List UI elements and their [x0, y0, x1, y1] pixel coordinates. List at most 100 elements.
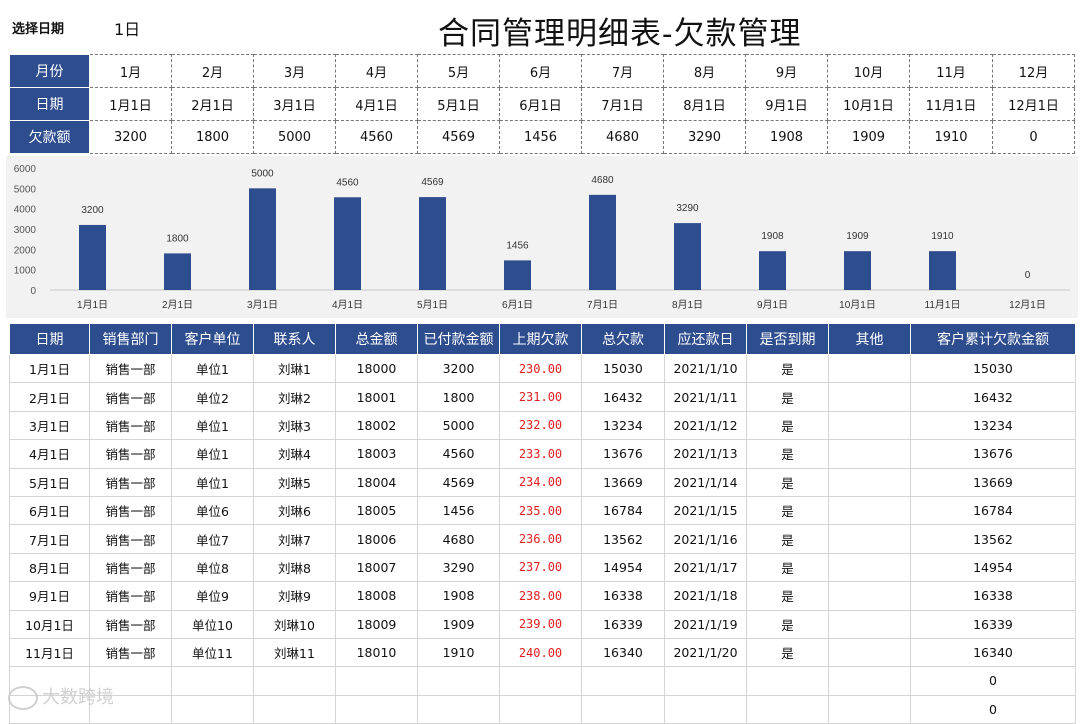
table-cell[interactable] — [253, 694, 336, 724]
table-cell[interactable]: 16339 — [910, 609, 1076, 639]
table-cell[interactable] — [581, 666, 665, 696]
table-cell[interactable] — [828, 410, 911, 441]
table-cell[interactable]: 234.00 — [499, 467, 582, 497]
table-cell[interactable]: 单位1 — [171, 467, 254, 497]
table-cell[interactable]: 231.00 — [499, 382, 582, 412]
table-cell[interactable]: 10月1日 — [9, 609, 90, 639]
summary-cell-month[interactable]: 7月 — [581, 54, 664, 88]
summary-cell-month[interactable]: 6月 — [499, 54, 582, 88]
table-cell[interactable] — [171, 666, 254, 696]
table-cell[interactable]: 1800 — [417, 382, 500, 412]
table-cell[interactable]: 是 — [746, 552, 829, 583]
table-cell[interactable]: 1456 — [417, 495, 500, 526]
table-cell[interactable] — [253, 666, 336, 696]
table-cell[interactable]: 刘琳6 — [253, 495, 336, 526]
table-cell[interactable]: 2021/1/13 — [664, 439, 747, 469]
table-cell[interactable]: 是 — [746, 609, 829, 639]
summary-cell-date[interactable]: 2月1日 — [171, 87, 254, 121]
table-cell[interactable]: 18009 — [335, 609, 418, 639]
summary-cell-date[interactable]: 11月1日 — [909, 87, 993, 121]
table-cell[interactable] — [499, 694, 582, 724]
table-cell[interactable]: 18010 — [335, 637, 418, 668]
summary-cell-amount[interactable]: 4680 — [581, 120, 664, 154]
summary-cell-month[interactable]: 12月 — [992, 54, 1075, 88]
table-cell[interactable]: 3月1日 — [9, 410, 90, 441]
table-cell[interactable]: 232.00 — [499, 410, 582, 441]
table-cell[interactable]: 14954 — [581, 552, 665, 583]
table-cell[interactable]: 是 — [746, 439, 829, 469]
table-cell[interactable]: 刘琳7 — [253, 524, 336, 554]
table-cell[interactable]: 16784 — [910, 495, 1076, 526]
table-cell[interactable]: 240.00 — [499, 637, 582, 668]
table-cell[interactable]: 2021/1/19 — [664, 609, 747, 639]
table-cell[interactable]: 4560 — [417, 439, 500, 469]
table-cell[interactable]: 18000 — [335, 353, 418, 384]
table-cell[interactable]: 11月1日 — [9, 637, 90, 668]
table-cell[interactable]: 0 — [910, 694, 1076, 724]
summary-cell-amount[interactable]: 5000 — [253, 120, 336, 154]
table-cell[interactable]: 16784 — [581, 495, 665, 526]
table-cell[interactable]: 单位1 — [171, 410, 254, 441]
table-cell[interactable]: 230.00 — [499, 353, 582, 384]
summary-cell-amount[interactable]: 1456 — [499, 120, 582, 154]
table-cell[interactable]: 13562 — [581, 524, 665, 554]
table-cell[interactable]: 233.00 — [499, 439, 582, 469]
table-cell[interactable]: 235.00 — [499, 495, 582, 526]
summary-cell-date[interactable]: 9月1日 — [745, 87, 828, 121]
table-cell[interactable]: 刘琳11 — [253, 637, 336, 668]
table-cell[interactable]: 销售一部 — [89, 353, 172, 384]
table-cell[interactable]: 2021/1/20 — [664, 637, 747, 668]
table-cell[interactable]: 4569 — [417, 467, 500, 497]
table-cell[interactable]: 18008 — [335, 581, 418, 611]
summary-cell-amount[interactable]: 3290 — [663, 120, 746, 154]
table-cell[interactable]: 刘琳5 — [253, 467, 336, 497]
summary-cell-date[interactable]: 3月1日 — [253, 87, 336, 121]
table-cell[interactable]: 1909 — [417, 609, 500, 639]
table-cell[interactable]: 7月1日 — [9, 524, 90, 554]
summary-cell-amount[interactable]: 0 — [992, 120, 1075, 154]
table-cell[interactable]: 15030 — [581, 353, 665, 384]
table-cell[interactable] — [828, 609, 911, 639]
table-cell[interactable]: 是 — [746, 410, 829, 441]
table-cell[interactable]: 单位11 — [171, 637, 254, 668]
table-cell[interactable] — [335, 666, 418, 696]
table-cell[interactable]: 13234 — [581, 410, 665, 441]
table-cell[interactable]: 14954 — [910, 552, 1076, 583]
table-cell[interactable]: 2021/1/14 — [664, 467, 747, 497]
table-cell[interactable]: 销售一部 — [89, 552, 172, 583]
table-cell[interactable]: 16340 — [581, 637, 665, 668]
table-cell[interactable]: 15030 — [910, 353, 1076, 384]
table-cell[interactable]: 单位6 — [171, 495, 254, 526]
summary-cell-amount[interactable]: 4560 — [335, 120, 418, 154]
table-cell[interactable]: 销售一部 — [89, 524, 172, 554]
table-cell[interactable] — [417, 666, 500, 696]
table-cell[interactable]: 18006 — [335, 524, 418, 554]
summary-cell-month[interactable]: 10月 — [827, 54, 910, 88]
summary-cell-month[interactable]: 5月 — [417, 54, 500, 88]
table-cell[interactable]: 2021/1/12 — [664, 410, 747, 441]
table-cell[interactable]: 16339 — [581, 609, 665, 639]
summary-cell-amount[interactable]: 1909 — [827, 120, 910, 154]
table-cell[interactable]: 8月1日 — [9, 552, 90, 583]
table-cell[interactable]: 13676 — [581, 439, 665, 469]
table-cell[interactable]: 销售一部 — [89, 382, 172, 412]
table-cell[interactable] — [828, 495, 911, 526]
summary-cell-month[interactable]: 3月 — [253, 54, 336, 88]
table-cell[interactable]: 1月1日 — [9, 353, 90, 384]
table-cell[interactable]: 是 — [746, 382, 829, 412]
summary-cell-month[interactable]: 1月 — [89, 54, 172, 88]
table-cell[interactable]: 4月1日 — [9, 439, 90, 469]
summary-cell-month[interactable]: 4月 — [335, 54, 418, 88]
table-cell[interactable]: 刘琳8 — [253, 552, 336, 583]
table-cell[interactable]: 单位8 — [171, 552, 254, 583]
table-cell[interactable] — [828, 581, 911, 611]
table-cell[interactable] — [828, 467, 911, 497]
summary-cell-amount[interactable]: 3200 — [89, 120, 172, 154]
table-cell[interactable]: 2021/1/15 — [664, 495, 747, 526]
table-cell[interactable]: 236.00 — [499, 524, 582, 554]
summary-cell-date[interactable]: 12月1日 — [992, 87, 1075, 121]
summary-cell-month[interactable]: 9月 — [745, 54, 828, 88]
summary-cell-date[interactable]: 4月1日 — [335, 87, 418, 121]
table-cell[interactable]: 销售一部 — [89, 467, 172, 497]
table-cell[interactable]: 1908 — [417, 581, 500, 611]
